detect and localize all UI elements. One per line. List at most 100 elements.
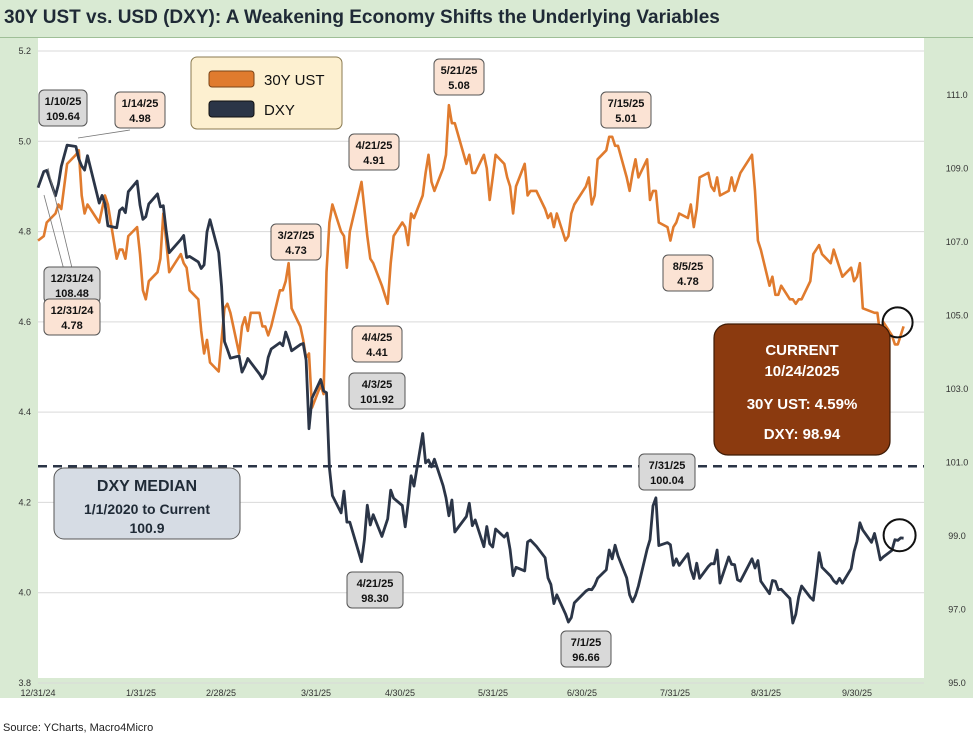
y-right-tick-label: 109.0 <box>946 164 969 174</box>
series-line-30y-ust <box>37 103 905 409</box>
callout-ust: 8/5/25 4.78 <box>662 254 714 292</box>
callout-dxy: 1/10/25 109.64 <box>38 89 88 127</box>
callout-date: 7/15/25 <box>608 98 645 110</box>
chart-title: 30Y UST vs. USD (DXY): A Weakening Econo… <box>4 7 720 28</box>
callout-value: 100.04 <box>650 475 685 487</box>
x-tick-label: 12/31/24 <box>20 688 55 698</box>
right-axis-panel <box>924 38 973 698</box>
callout-box <box>270 223 322 261</box>
y-right-tick-label: 101.0 <box>946 458 969 468</box>
current-box-line1: CURRENT <box>765 342 838 359</box>
callout-date: 5/21/25 <box>441 65 478 77</box>
callouts: 1/10/25109.641/14/254.9812/31/24108.4812… <box>38 58 714 668</box>
callout-date: 4/21/25 <box>356 140 393 152</box>
y-right-tick-label: 111.0 <box>946 90 967 100</box>
y-left-tick-label: 4.0 <box>18 588 31 598</box>
dxy-current-marker <box>882 518 917 553</box>
callout-dxy: 12/31/24 108.48 <box>43 266 101 304</box>
current-box: CURRENT 10/24/2025 30Y UST: 4.59% DXY: 9… <box>713 323 891 456</box>
series-line-dxy <box>36 143 904 625</box>
callout-ust: 4/4/25 4.41 <box>351 325 403 363</box>
callout-ust: 5/21/25 5.08 <box>433 58 485 96</box>
callout-box <box>351 325 403 363</box>
legend-label-30y-ust: 30Y UST <box>264 72 325 89</box>
callout-box <box>348 372 406 410</box>
y-left-tick-label: 4.2 <box>18 497 31 507</box>
callout-box <box>348 133 400 171</box>
callout-value: 101.92 <box>360 394 394 406</box>
legend-label-dxy: DXY <box>264 102 295 119</box>
callout-date: 1/10/25 <box>45 96 82 108</box>
callout-date: 7/31/25 <box>649 460 686 472</box>
callout-connector <box>77 129 131 139</box>
median-box-line1: DXY MEDIAN <box>97 478 197 495</box>
callout-date: 7/1/25 <box>571 637 602 649</box>
callout-value: 5.01 <box>615 113 636 125</box>
y-right-tick-label: 105.0 <box>946 311 969 321</box>
y-left-tick-label: 3.8 <box>18 678 31 688</box>
callout-value: 108.48 <box>55 288 89 300</box>
legend-swatch-30y-ust <box>208 70 255 88</box>
callout-date: 4/3/25 <box>362 379 393 391</box>
x-axis-ticks: 12/31/24 1/31/25 2/28/25 3/31/25 4/30/25 5/31… <box>20 688 872 698</box>
median-box-line2: 1/1/2020 to Current <box>84 501 210 517</box>
ust-current-marker <box>881 306 914 339</box>
callout-dxy: 4/21/25 98.30 <box>346 571 404 609</box>
callout-date: 4/4/25 <box>362 332 393 344</box>
callout-ust: 7/15/25 5.01 <box>600 91 652 129</box>
callout-value: 98.30 <box>361 593 389 605</box>
legend-swatch-dxy <box>208 100 255 118</box>
x-tick-label: 4/30/25 <box>385 688 415 698</box>
callout-box <box>600 91 652 129</box>
callout-value: 4.78 <box>677 276 698 288</box>
x-tick-label: 3/31/25 <box>301 688 331 698</box>
right-axis-ticks: 95.0 97.0 99.0 101.0 103.0 105.0 107.0 109.0 111… <box>946 90 969 688</box>
callout-box <box>114 91 166 129</box>
x-tick-label: 8/31/25 <box>751 688 781 698</box>
callout-date: 1/14/25 <box>122 98 159 110</box>
callout-date: 8/5/25 <box>673 261 704 273</box>
callout-ust: 4/21/25 4.91 <box>348 133 400 171</box>
callout-date: 12/31/24 <box>51 273 95 285</box>
left-axis-ticks: 3.8 4.0 4.2 4.4 4.6 4.8 5.0 5.2 <box>18 46 31 688</box>
x-tick-label: 9/30/25 <box>842 688 872 698</box>
callout-value: 4.91 <box>363 155 384 167</box>
title-bar: 30Y UST vs. USD (DXY): A Weakening Econo… <box>0 0 973 38</box>
y-right-tick-label: 99.0 <box>948 531 966 541</box>
legend: 30Y UST DXY <box>190 56 343 130</box>
callout-date: 4/21/25 <box>357 578 394 590</box>
callout-dxy: 4/3/25 101.92 <box>348 372 406 410</box>
callout-value: 4.78 <box>61 320 82 332</box>
callout-ust: 12/31/24 4.78 <box>43 298 101 336</box>
current-box-line3: 30Y UST: 4.59% <box>747 396 858 413</box>
y-left-tick-label: 5.0 <box>18 136 31 146</box>
y-left-tick-label: 5.2 <box>18 46 31 56</box>
callout-value: 96.66 <box>572 652 600 664</box>
callout-box <box>43 298 101 336</box>
current-box-bg <box>713 323 891 456</box>
callout-date: 12/31/24 <box>51 305 95 317</box>
callout-box <box>346 571 404 609</box>
callout-value: 5.08 <box>448 80 469 92</box>
median-box-bg <box>53 467 241 540</box>
y-left-tick-label: 4.6 <box>18 317 31 327</box>
median-box-line3: 100.9 <box>129 520 164 536</box>
left-axis-panel <box>0 38 38 678</box>
callout-dxy: 7/31/25 100.04 <box>638 453 696 491</box>
x-tick-label: 2/28/25 <box>206 688 236 698</box>
callout-box <box>433 58 485 96</box>
callout-box <box>638 453 696 491</box>
callout-box <box>38 89 88 127</box>
y-right-tick-label: 107.0 <box>946 237 969 247</box>
callout-box <box>560 630 612 668</box>
callout-ust: 3/27/25 4.73 <box>270 223 322 261</box>
callout-date: 3/27/25 <box>278 230 315 242</box>
y-right-tick-label: 103.0 <box>946 384 969 394</box>
callout-dxy: 7/1/25 96.66 <box>560 630 612 668</box>
x-tick-label: 7/31/25 <box>660 688 690 698</box>
y-right-tick-label: 95.0 <box>948 678 966 688</box>
source-note: Source: YCharts, Macro4Micro <box>3 722 154 734</box>
current-box-line4: DXY: 98.94 <box>764 426 841 443</box>
x-tick-label: 5/31/25 <box>478 688 508 698</box>
